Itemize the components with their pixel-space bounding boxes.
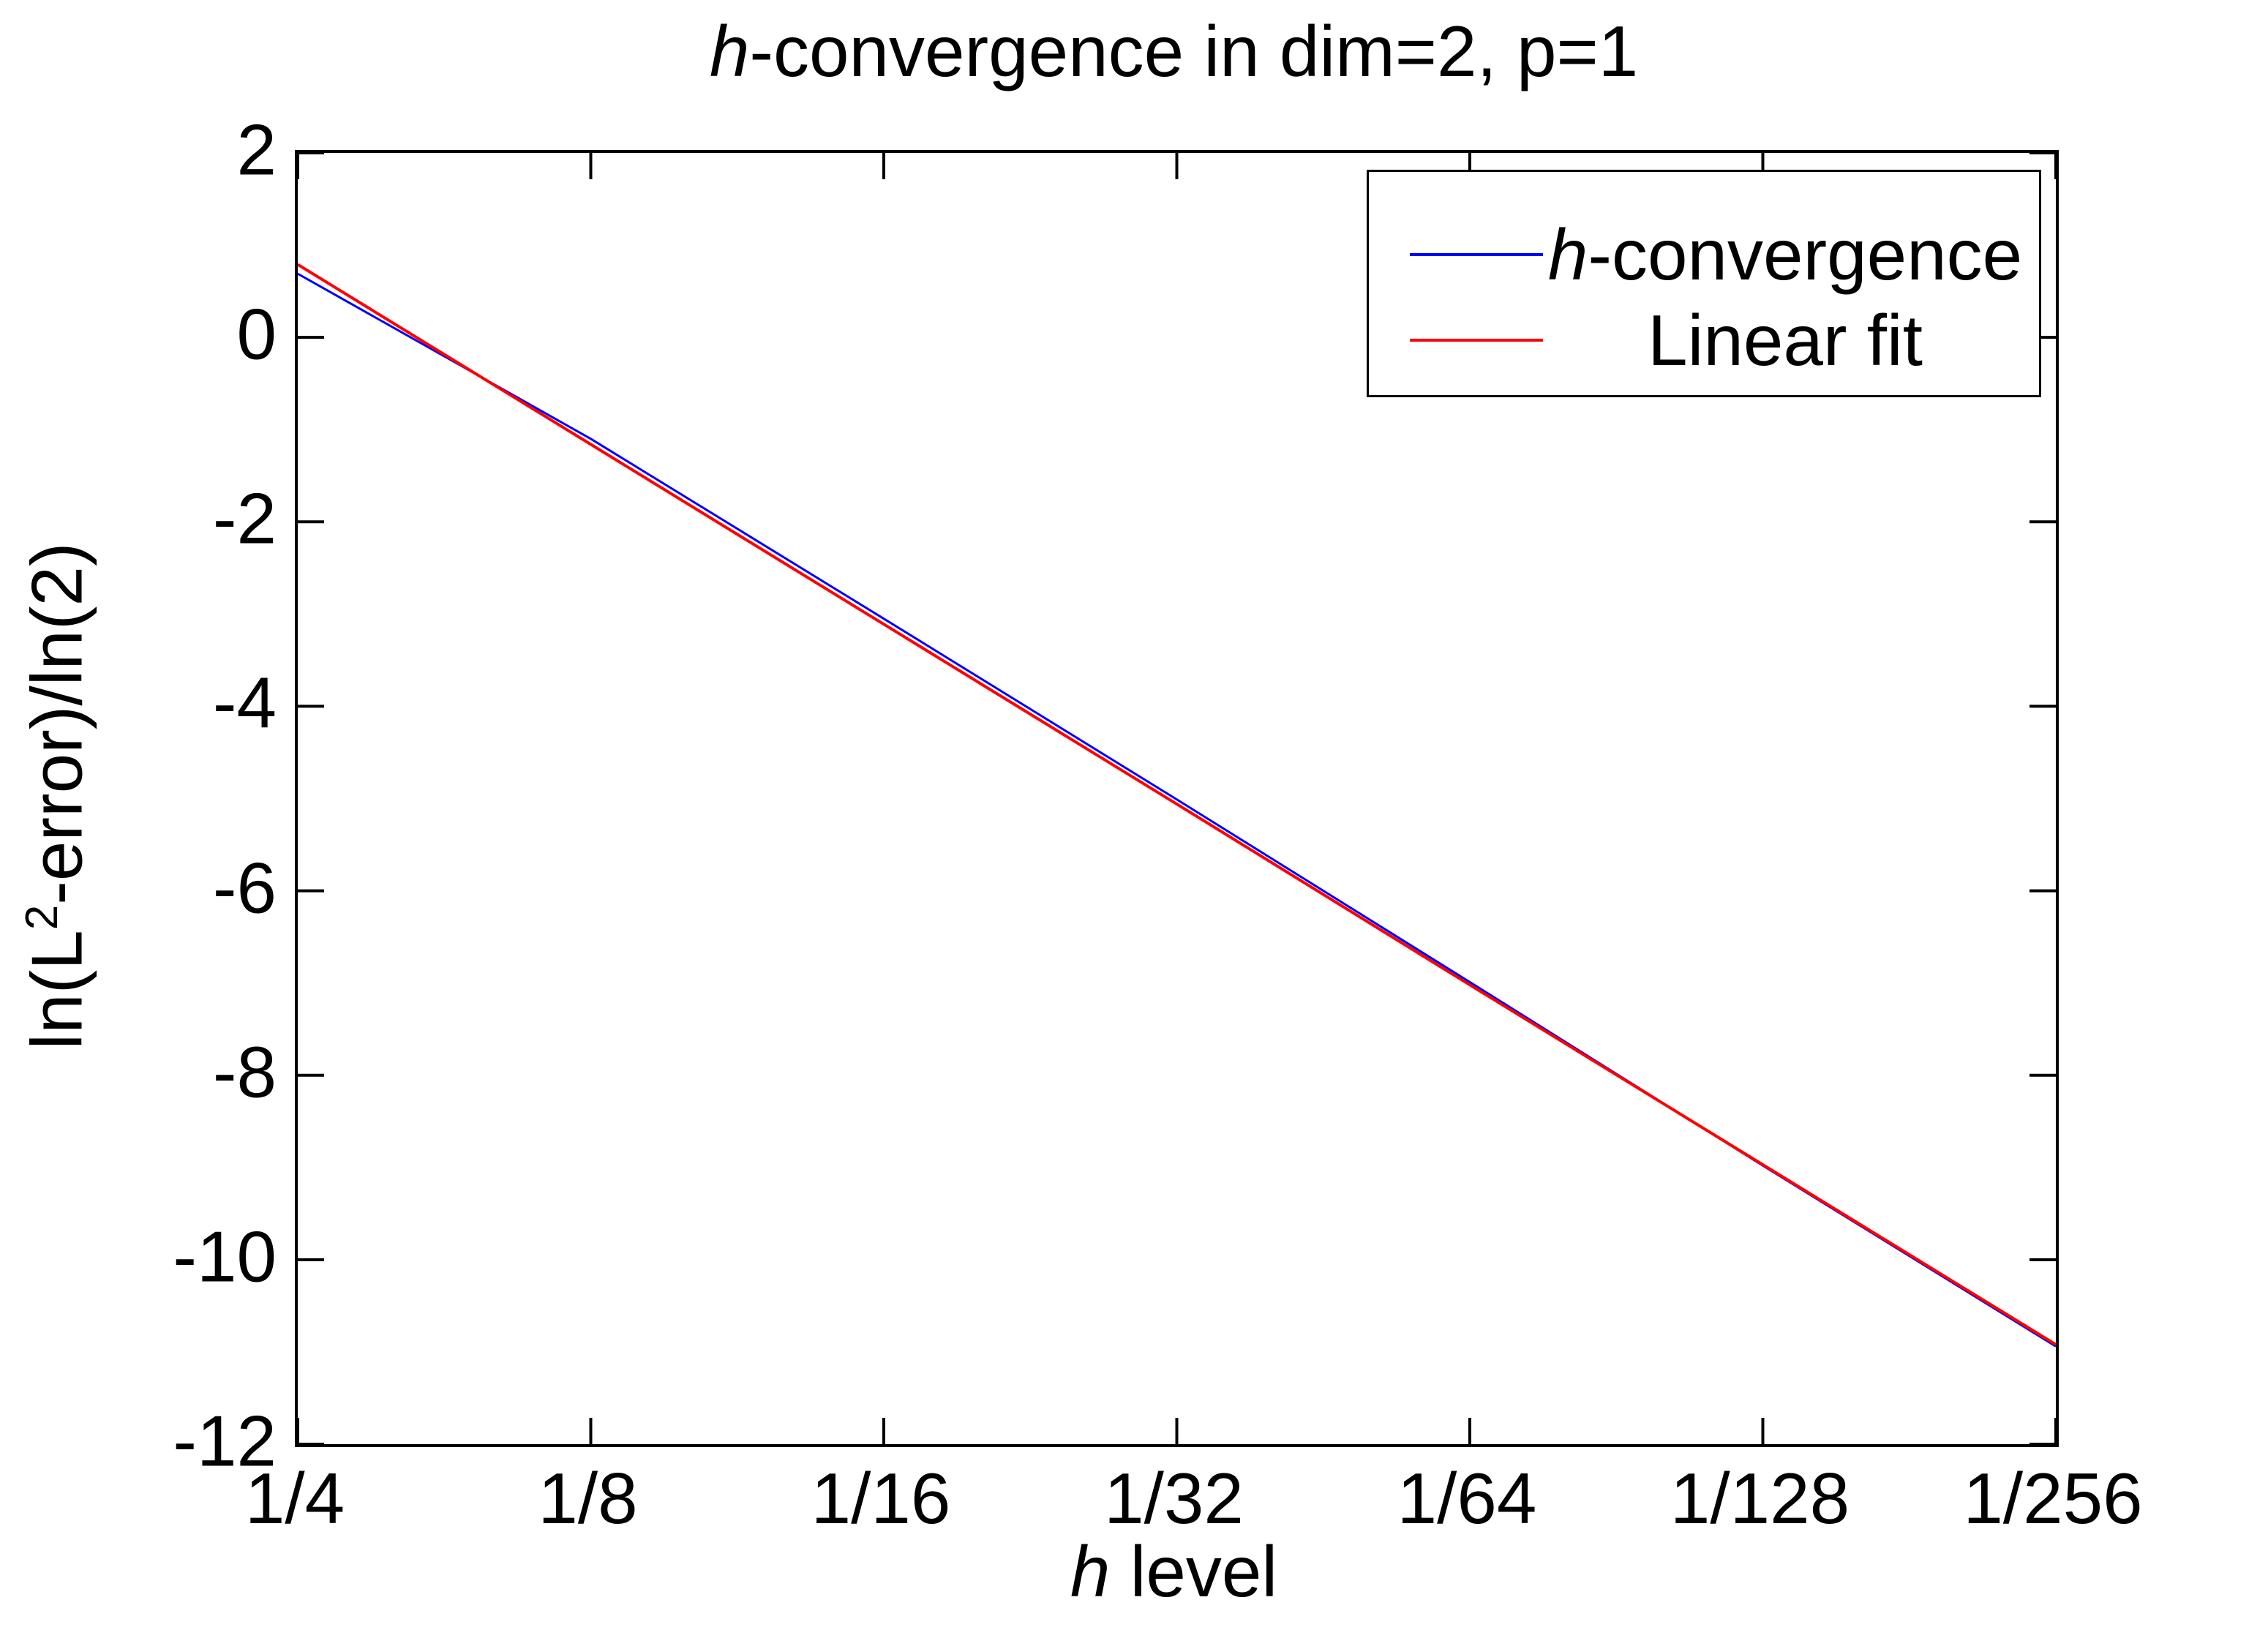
legend-label-italic: h <box>1547 214 1588 295</box>
x-axis-label: h level <box>295 1530 2053 1613</box>
legend-entry-h-convergence: h-convergence <box>1397 212 2027 297</box>
x-tick-label: 1/8 <box>538 1458 638 1539</box>
legend-line-sample-red <box>1410 339 1543 342</box>
y-tick-label: -8 <box>212 1032 277 1113</box>
y-tick-label: -12 <box>173 1400 277 1481</box>
x-axis-label-text: level <box>1110 1531 1278 1612</box>
chart-title-text: -convergence in dim=2, p=1 <box>749 11 1639 91</box>
legend-label-text: Linear fit <box>1648 300 1923 380</box>
chart-title-italic: h <box>709 11 750 91</box>
y-axis-label: ln(L2-error)/ln(2) <box>16 542 99 1049</box>
x-axis-label-italic: h <box>1070 1531 1111 1612</box>
x-tick-label: 1/128 <box>1670 1458 1850 1539</box>
x-tick-label: 1/32 <box>1104 1458 1244 1539</box>
legend-label: Linear fit <box>1543 304 2027 376</box>
x-tick-label: 1/16 <box>811 1458 951 1539</box>
legend-label-text: -convergence <box>1588 214 2023 295</box>
legend-line-sample-blue <box>1410 253 1543 256</box>
y-tick-label: -4 <box>212 662 277 743</box>
series-line-h-convergence <box>298 272 2056 1348</box>
x-tick-label: 1/4 <box>244 1458 345 1539</box>
legend-entry-linear-fit: Linear fit <box>1397 298 2027 383</box>
y-tick-label: -10 <box>173 1216 277 1297</box>
x-tick-label: 1/64 <box>1397 1458 1537 1539</box>
x-tick-label: 1/256 <box>1963 1458 2143 1539</box>
y-tick-label: -6 <box>212 847 277 928</box>
series-line-linear-fit <box>298 263 2056 1346</box>
chart-title: h-convergence in dim=2, p=1 <box>295 10 2053 93</box>
legend-label: h-convergence <box>1543 219 2027 290</box>
legend-box: h-convergence Linear fit <box>1367 170 2041 397</box>
y-tick-label: 2 <box>236 109 277 190</box>
y-tick-label: 0 <box>236 293 277 375</box>
y-tick-label: -2 <box>212 478 277 559</box>
